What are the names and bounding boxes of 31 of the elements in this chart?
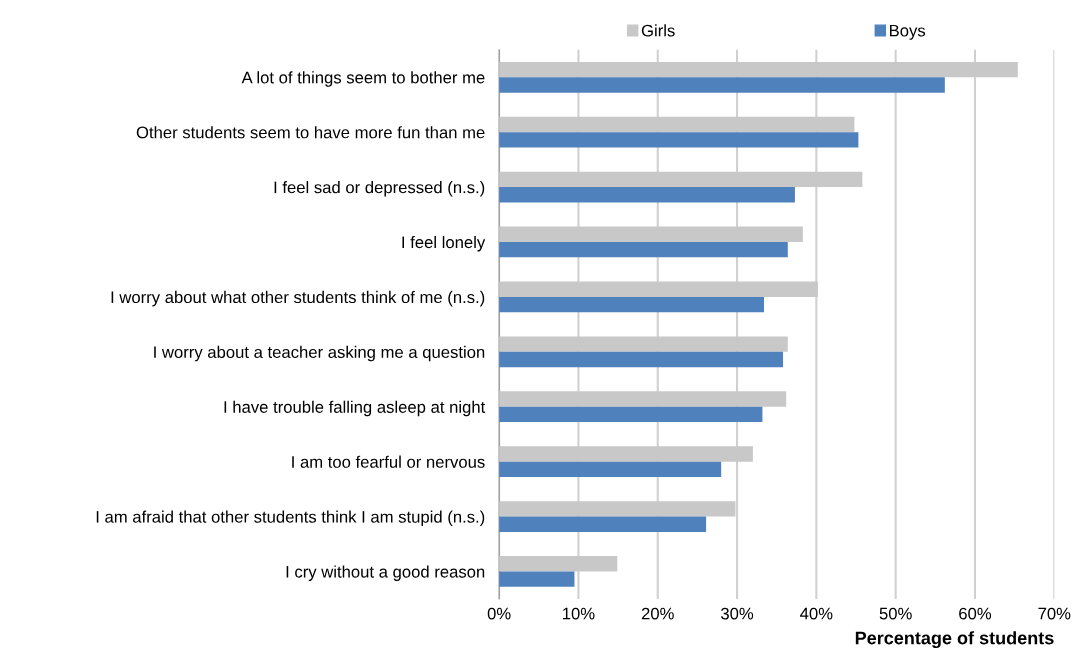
bar bbox=[499, 461, 722, 478]
y-tick-label: A lot of things seem to bother me bbox=[241, 71, 485, 87]
x-tick-label: 60% bbox=[959, 607, 992, 620]
y-tick-label: I feel sad or depressed (n.s.) bbox=[274, 181, 485, 197]
bar bbox=[499, 241, 788, 258]
y-tick-label: I am too fearful or nervous bbox=[292, 455, 485, 468]
x-tick-label: 70% bbox=[1038, 607, 1071, 620]
bar bbox=[499, 571, 575, 587]
x-tick-label: 0% bbox=[487, 607, 511, 620]
y-tick-label: I cry without a good reason bbox=[286, 565, 485, 581]
x-tick-label: 20% bbox=[641, 607, 674, 620]
y-tick-label: I am afraid that other students think I am stupid (n.s.) bbox=[96, 510, 485, 527]
bar bbox=[499, 77, 945, 93]
x-tick-label: 40% bbox=[800, 607, 833, 620]
legend-label: Girls bbox=[641, 24, 675, 37]
y-tick-label: I feel lonely bbox=[402, 235, 486, 252]
bar bbox=[499, 351, 784, 368]
bar bbox=[499, 406, 763, 423]
bar bbox=[499, 132, 859, 148]
bar bbox=[499, 516, 707, 532]
y-tick-label: Other students seem to have more fun than me bbox=[136, 126, 485, 139]
x-axis-title: Percentage of students bbox=[855, 631, 1054, 649]
bar bbox=[499, 296, 765, 313]
y-tick-label: I worry about what other students think of me (n.s.) bbox=[111, 290, 485, 307]
x-tick-label: 30% bbox=[721, 607, 754, 620]
y-tick-label: I worry about a teacher asking me a question bbox=[154, 345, 485, 362]
x-tick-label: 50% bbox=[879, 607, 912, 620]
bar bbox=[499, 187, 795, 203]
y-tick-label: I have trouble falling asleep at night bbox=[224, 400, 486, 417]
x-tick-label: 10% bbox=[563, 607, 595, 620]
legend-label: Boys bbox=[890, 24, 926, 40]
